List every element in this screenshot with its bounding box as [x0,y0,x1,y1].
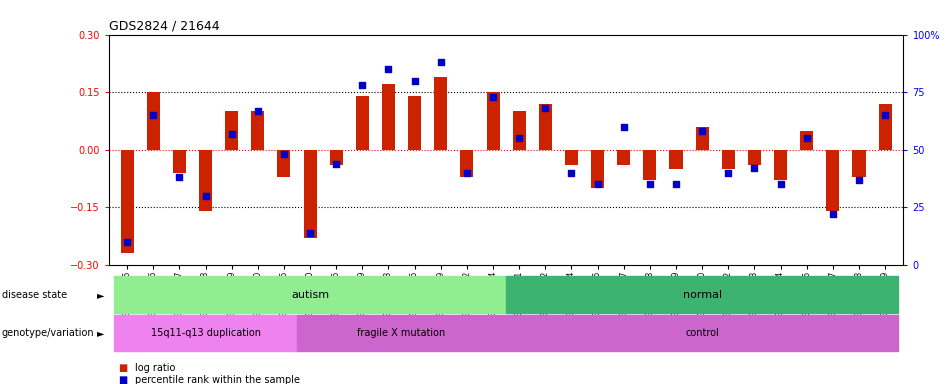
Bar [722,150,735,169]
Text: 15q11-q13 duplication: 15q11-q13 duplication [150,328,260,338]
Point [250,108,265,114]
Text: genotype/variation: genotype/variation [2,328,95,338]
Point [616,124,631,130]
Bar [461,150,473,177]
Bar [695,127,709,150]
Bar [199,150,212,211]
Bar [382,84,395,150]
Bar [147,92,160,150]
Bar [252,111,264,150]
Point [355,82,370,88]
Bar [506,276,898,313]
Bar [879,104,892,150]
Text: ■: ■ [118,375,128,384]
Point [590,181,605,187]
Point [119,239,134,245]
Point [433,59,448,65]
Text: GDS2824 / 21644: GDS2824 / 21644 [109,19,219,32]
Bar [114,315,297,351]
Point [146,112,161,118]
Bar [277,150,290,177]
Bar [225,111,238,150]
Point [460,170,475,176]
Point [407,78,422,84]
Point [512,135,527,141]
Bar [800,131,814,150]
Point [276,151,291,157]
Text: disease state: disease state [2,290,67,300]
Bar [506,315,898,351]
Point [172,174,187,180]
Bar [304,150,317,238]
Bar [852,150,866,177]
Text: normal: normal [683,290,722,300]
Point [669,181,684,187]
Text: autism: autism [291,290,329,300]
Bar [826,150,839,211]
Point [721,170,736,176]
Text: ►: ► [96,290,104,300]
Text: log ratio: log ratio [135,363,176,373]
Point [694,128,710,134]
Bar [297,315,506,351]
Bar [565,150,578,165]
Bar [774,150,787,180]
Point [198,193,213,199]
Bar [329,150,342,165]
Point [303,230,318,236]
Point [878,112,893,118]
Bar [434,77,447,150]
Bar [617,150,630,165]
Bar [643,150,657,180]
Bar [539,104,552,150]
Point [825,211,840,217]
Bar [513,111,526,150]
Text: ►: ► [96,328,104,338]
Point [851,177,867,183]
Bar [748,150,761,165]
Text: percentile rank within the sample: percentile rank within the sample [135,375,300,384]
Text: control: control [685,328,719,338]
Point [485,94,500,100]
Point [564,170,579,176]
Point [642,181,657,187]
Text: fragile X mutation: fragile X mutation [358,328,446,338]
Bar [408,96,421,150]
Bar [356,96,369,150]
Point [799,135,815,141]
Bar [173,150,186,173]
Point [328,161,343,167]
Bar [486,92,499,150]
Bar [114,276,506,313]
Bar [591,150,604,188]
Bar [670,150,683,169]
Point [537,105,552,111]
Bar [120,150,133,253]
Point [381,66,396,72]
Point [773,181,788,187]
Point [747,165,762,171]
Point [224,131,239,137]
Text: ■: ■ [118,363,128,373]
